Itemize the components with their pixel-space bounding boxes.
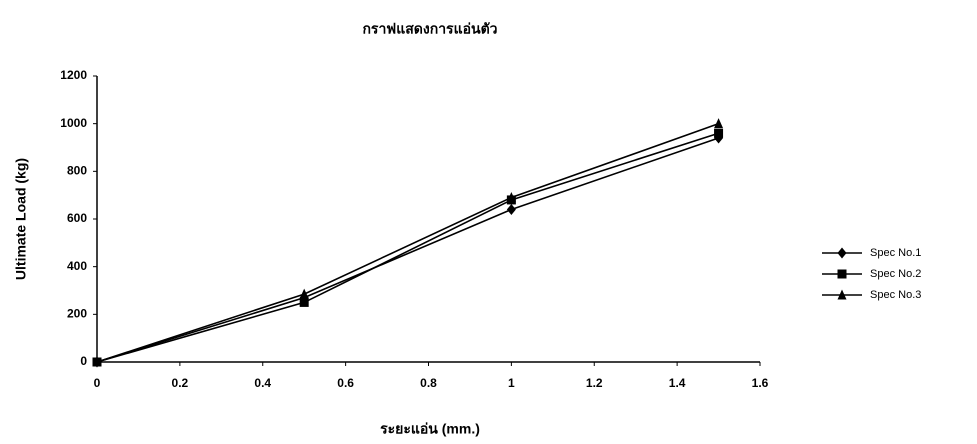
marker: [299, 297, 309, 307]
marker: [299, 288, 309, 299]
y-tick-label: 800: [67, 164, 87, 178]
legend-text: Spec No.1: [870, 247, 921, 259]
y-tick-label: 400: [67, 259, 87, 273]
marker: [714, 118, 724, 129]
series-line: [96, 132, 719, 363]
y-tick-label: 1000: [60, 116, 87, 130]
x-axis-title: ระยะแอ่น (mm.): [380, 421, 480, 437]
y-tick-label: 600: [67, 211, 87, 225]
legend-marker: [837, 269, 847, 279]
x-tick-label: 0.2: [172, 376, 189, 390]
x-tick-label: 1.2: [586, 376, 603, 390]
marker: [506, 192, 516, 203]
series-line: [96, 122, 719, 363]
marker: [714, 128, 724, 138]
x-tick-label: 0: [94, 376, 101, 390]
y-tick-label: 0: [80, 354, 87, 368]
x-tick-label: 0.4: [254, 376, 271, 390]
x-tick-label: 1.6: [752, 376, 769, 390]
x-tick-label: 0.6: [337, 376, 354, 390]
y-axis-title: Ultimate Load (kg): [13, 158, 29, 280]
legend-marker: [837, 289, 847, 300]
x-tick-label: 1.4: [669, 376, 686, 390]
marker: [506, 203, 516, 215]
series-line: [96, 137, 719, 363]
legend-text: Spec No.2: [870, 268, 921, 280]
x-tick-label: 1: [508, 376, 515, 390]
chart-title: กราฟแสดงการแอ่นตัว: [362, 21, 497, 37]
x-tick-label: 0.8: [420, 376, 437, 390]
y-tick-label: 200: [67, 307, 87, 321]
marker: [92, 356, 102, 367]
y-tick-label: 1200: [60, 68, 87, 82]
legend-text: Spec No.3: [870, 289, 921, 301]
legend-marker: [837, 247, 847, 259]
